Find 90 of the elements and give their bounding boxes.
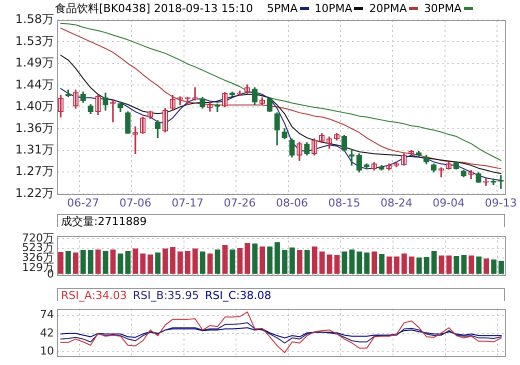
legend-label: 30PMA bbox=[424, 2, 463, 15]
y-tick-label: 1.31万 bbox=[15, 142, 54, 156]
bar bbox=[237, 248, 243, 274]
legend-label: 5PMA bbox=[266, 2, 299, 15]
bar bbox=[386, 256, 392, 274]
bar bbox=[498, 260, 504, 274]
bar bbox=[88, 250, 94, 274]
chart-title: 食品饮料[BK0438] 2018-09-13 15:10 bbox=[55, 2, 253, 15]
bar bbox=[326, 254, 332, 274]
x-tick-label: 07-26 bbox=[224, 196, 256, 210]
bar bbox=[214, 250, 220, 274]
bar bbox=[260, 246, 266, 274]
y-tick-label: 1.58万 bbox=[15, 12, 54, 26]
bar bbox=[155, 252, 160, 274]
bar bbox=[162, 248, 168, 274]
bar bbox=[461, 255, 467, 274]
x-tick-label: 08-15 bbox=[328, 196, 360, 210]
y-tick-label: 1.40万 bbox=[15, 99, 54, 114]
bar bbox=[58, 252, 64, 274]
bar bbox=[252, 244, 258, 274]
x-tick-label: 08-06 bbox=[276, 196, 308, 210]
bar bbox=[334, 255, 340, 274]
bar bbox=[184, 251, 190, 274]
bar bbox=[364, 252, 370, 274]
bar bbox=[454, 256, 460, 274]
bar bbox=[170, 247, 176, 274]
bar bbox=[394, 256, 400, 274]
bar bbox=[140, 254, 146, 274]
x-tick-label: 06-27 bbox=[67, 196, 100, 210]
bar bbox=[408, 256, 414, 274]
x-tick-label: 08-24 bbox=[380, 196, 412, 210]
bar bbox=[132, 248, 138, 274]
x-tick-label: 09-04 bbox=[432, 196, 465, 210]
text: RSI_C:38.08 bbox=[205, 289, 272, 302]
bar bbox=[178, 252, 183, 274]
bar bbox=[125, 251, 131, 274]
bar bbox=[402, 254, 407, 274]
bar bbox=[80, 250, 86, 274]
bar bbox=[484, 258, 490, 274]
y-tick-label: 10 bbox=[40, 344, 54, 358]
y-tick-label: 1.44万 bbox=[15, 77, 54, 92]
bar bbox=[379, 254, 384, 274]
bar bbox=[95, 250, 101, 274]
x-tick-label: 07-17 bbox=[172, 196, 204, 210]
x-tick-label: 07-06 bbox=[119, 196, 152, 210]
text: RSI_B:35.95 bbox=[132, 289, 200, 302]
bar bbox=[222, 245, 228, 274]
bar bbox=[491, 259, 496, 274]
legend-label: 10PMA bbox=[314, 2, 354, 15]
bar bbox=[296, 250, 302, 274]
bar bbox=[66, 251, 71, 274]
bar bbox=[282, 250, 288, 274]
bar bbox=[192, 248, 198, 274]
x-tick-label: 09-13 bbox=[484, 196, 517, 210]
bar bbox=[372, 252, 378, 274]
y-tick-label: 1.22万 bbox=[15, 186, 54, 200]
bar bbox=[207, 254, 213, 274]
bar bbox=[230, 250, 236, 274]
bar bbox=[148, 254, 154, 274]
bar bbox=[304, 250, 310, 274]
bar bbox=[102, 251, 108, 274]
bar bbox=[349, 250, 355, 274]
y-tick-label: 42 bbox=[40, 326, 54, 340]
bar bbox=[424, 256, 430, 274]
bar bbox=[468, 256, 474, 274]
y-tick-label: 1.53万 bbox=[15, 34, 54, 48]
legend-label: 20PMA bbox=[369, 2, 408, 15]
y-tick-label: 1.36万 bbox=[15, 120, 54, 135]
bar bbox=[476, 256, 482, 274]
bar bbox=[290, 248, 295, 274]
bar bbox=[342, 252, 348, 274]
chart-title: 成交量:2711889 bbox=[61, 215, 147, 228]
bar bbox=[267, 246, 272, 274]
bar bbox=[431, 251, 437, 274]
bar bbox=[312, 246, 318, 274]
y-tick-label: 1.27万 bbox=[15, 164, 54, 178]
bar bbox=[356, 252, 362, 274]
bar bbox=[200, 252, 206, 274]
bar bbox=[118, 254, 124, 274]
y-tick-label: 74 bbox=[40, 308, 54, 322]
bar bbox=[446, 256, 452, 274]
y-tick-label: 1.49万 bbox=[15, 56, 54, 70]
bar bbox=[438, 256, 444, 274]
text: RSI_A:34.03 bbox=[61, 289, 127, 302]
bar bbox=[72, 252, 78, 274]
bar bbox=[244, 243, 250, 274]
bar bbox=[274, 242, 280, 274]
bar bbox=[319, 252, 325, 274]
bar bbox=[416, 257, 422, 274]
bar bbox=[110, 250, 116, 274]
